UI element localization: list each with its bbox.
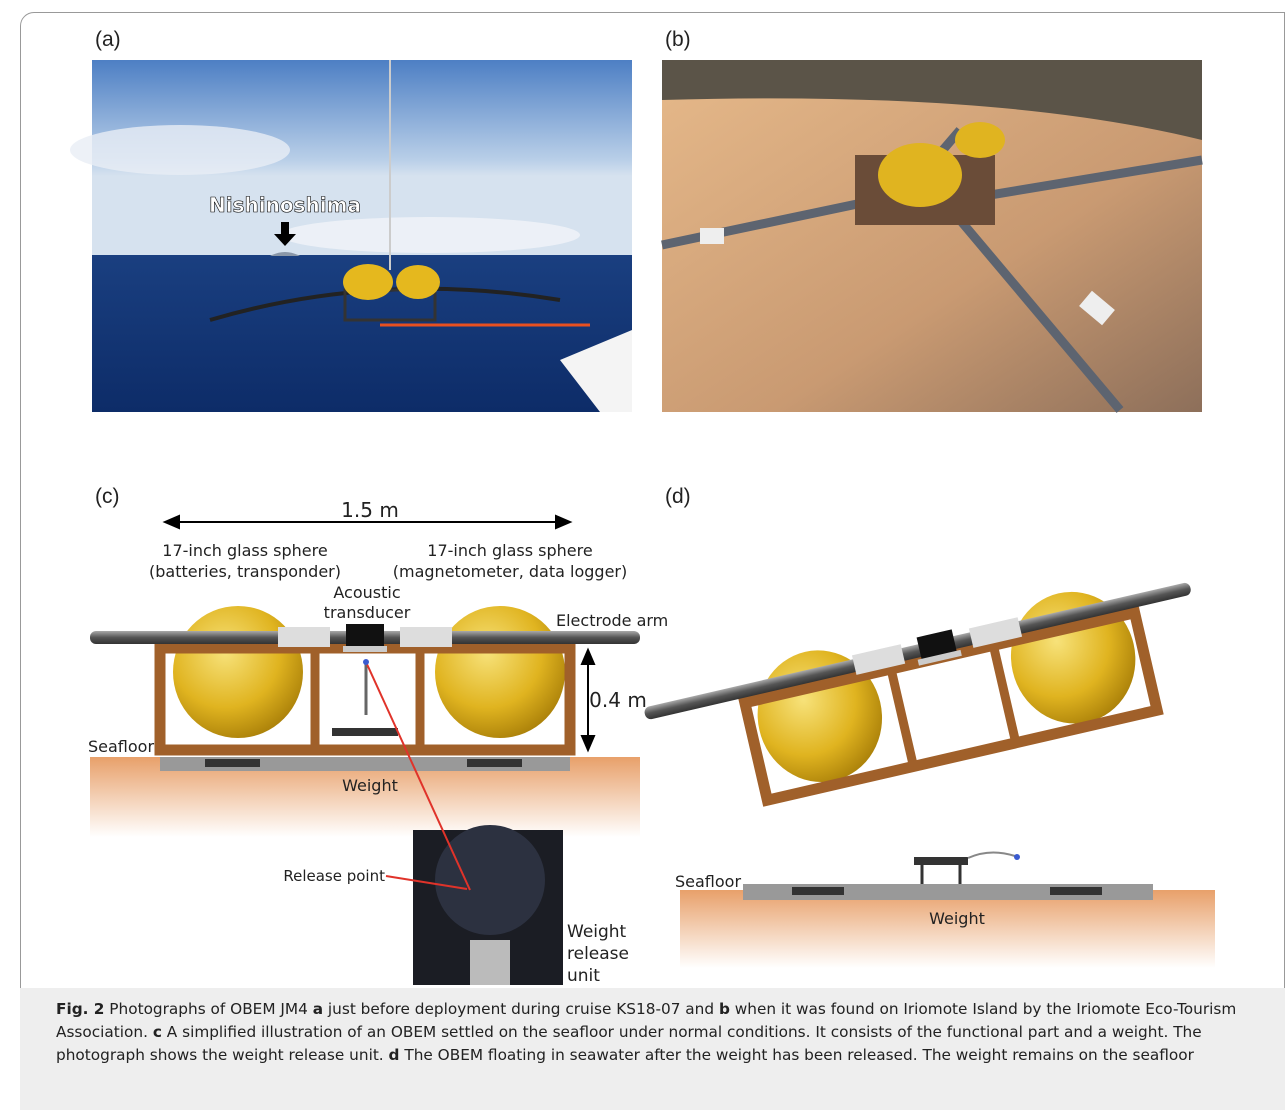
diagram-c: 1.5 m 17-inch glass sphere (batteries, t…	[88, 498, 668, 986]
dimension-label: 1.5 m	[341, 498, 399, 522]
seafloor-label: Seafloor	[675, 872, 741, 891]
sphere-label: (magnetometer, data logger)	[393, 562, 627, 581]
dimension-label: 0.4 m	[589, 688, 647, 712]
diagram-d: Seafloor Weight	[644, 582, 1215, 968]
figure: Nishinoshima (a) (b) (c) (d) 1.5 m 17-in…	[70, 28, 1215, 986]
release-unit-label: unit	[567, 966, 600, 986]
release-point-label: Release point	[283, 867, 385, 885]
weight-label: Weight	[342, 776, 398, 795]
caption: Fig. 2 Photographs of OBEM JM4 a just be…	[20, 988, 1285, 1110]
caption-text: The OBEM floating in seawater after the …	[399, 1046, 1194, 1064]
caption-ref: c	[152, 1023, 162, 1041]
panel-label: (a)	[95, 28, 121, 51]
caption-ref: b	[718, 1000, 730, 1018]
transducer-label: Acoustic	[333, 583, 400, 602]
caption-text: Photographs of OBEM JM4	[104, 1000, 313, 1018]
caption-text: just before deployment during cruise KS1…	[323, 1000, 719, 1018]
panel-label: (c)	[95, 485, 120, 508]
weight-label: Weight	[929, 909, 985, 928]
caption-label: Fig. 2	[56, 1000, 105, 1018]
sphere-label: 17-inch glass sphere	[162, 541, 327, 560]
seafloor-label: Seafloor	[88, 737, 154, 756]
arm-label: Electrode arm	[556, 611, 668, 630]
sphere-label: (batteries, transponder)	[149, 562, 341, 581]
panel-label: (d)	[665, 485, 691, 508]
caption-ref: a	[312, 1000, 324, 1018]
panel-label: (b)	[665, 28, 691, 51]
release-unit-label: release	[567, 944, 629, 964]
caption-ref: d	[388, 1046, 400, 1064]
photo-a: Nishinoshima	[70, 60, 632, 412]
annotation: Nishinoshima	[209, 193, 361, 217]
caption-text: A simplified illustration of an OBEM set…	[56, 1023, 1202, 1064]
release-unit-label: Weight	[567, 922, 627, 942]
transducer-label: transducer	[324, 603, 411, 622]
sphere-label: 17-inch glass sphere	[427, 541, 592, 560]
caption-text: when it was found on Iriomote Island by …	[56, 1000, 1237, 1041]
photo-b	[661, 60, 1203, 413]
